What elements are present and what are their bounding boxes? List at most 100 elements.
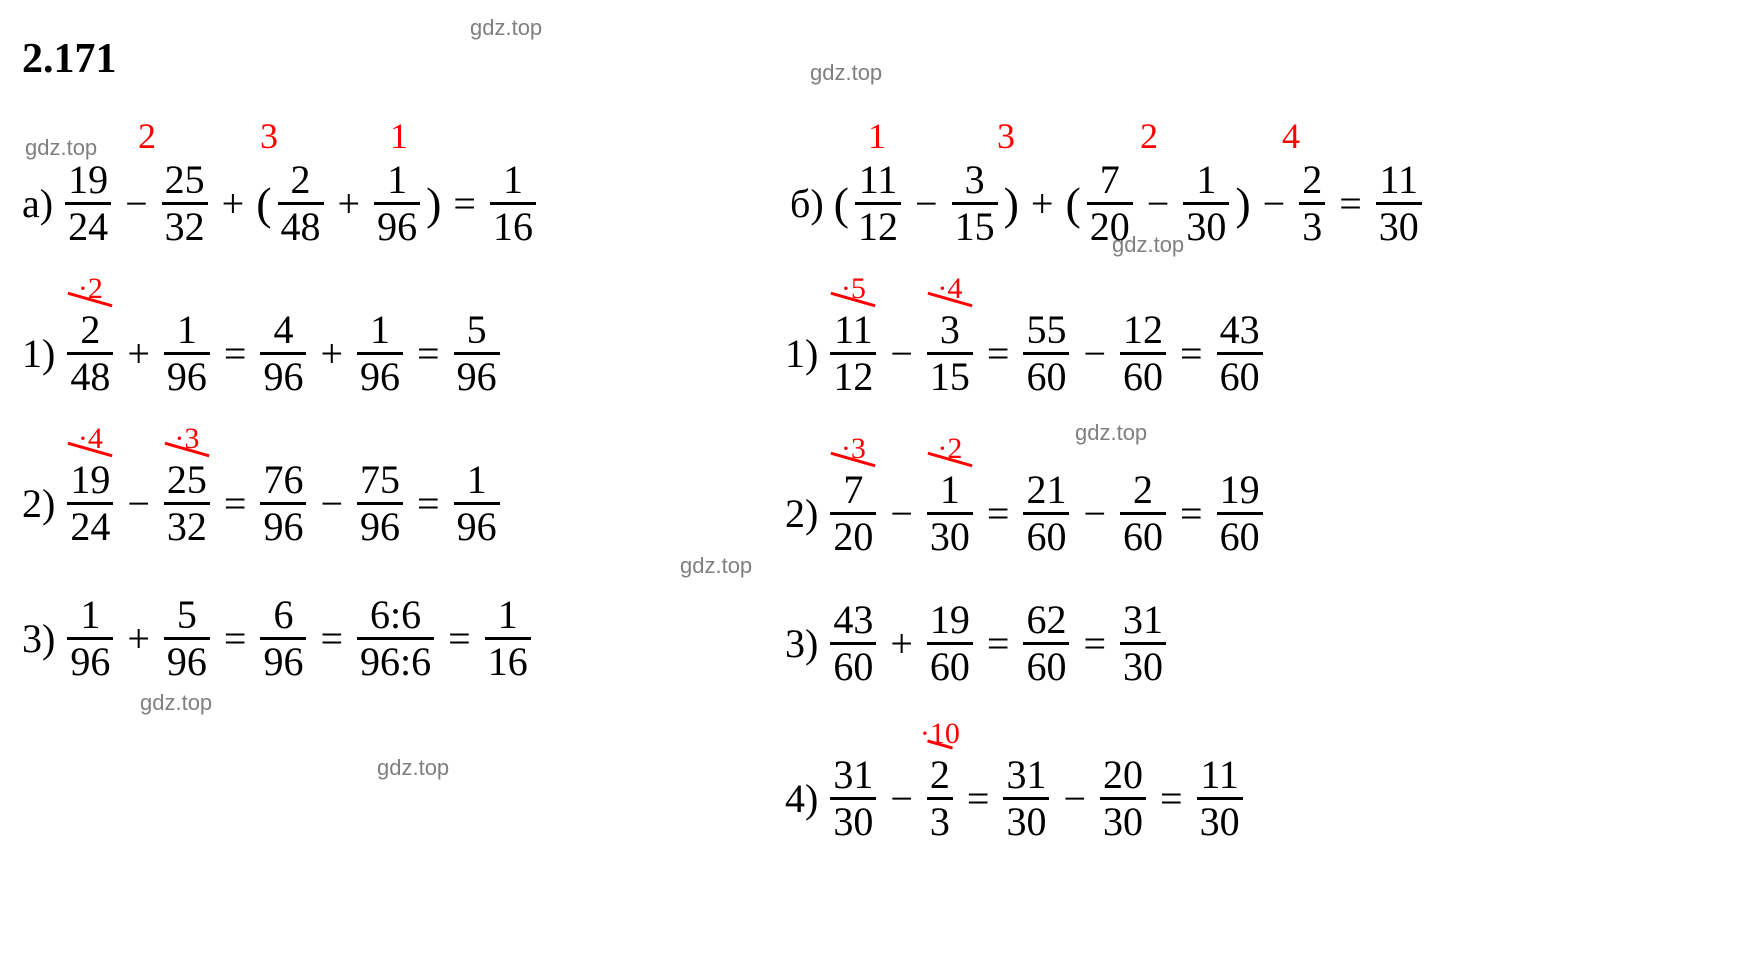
denominator: 96 bbox=[260, 637, 306, 682]
numerator: 1 bbox=[464, 460, 490, 502]
fraction: 720·3 bbox=[830, 470, 876, 557]
denominator: 30 bbox=[927, 512, 973, 557]
equation-row: 3)196+596=696=6:696:6=116 bbox=[22, 595, 535, 682]
operator: = bbox=[1083, 620, 1106, 667]
fraction: 2160 bbox=[1023, 470, 1069, 557]
red-order-number: 1 bbox=[390, 115, 408, 157]
numerator: 2 bbox=[288, 160, 314, 202]
denominator: 96 bbox=[357, 502, 403, 547]
numerator: 1 bbox=[937, 470, 963, 512]
numerator: 43 bbox=[830, 600, 876, 642]
operator: + bbox=[127, 615, 150, 662]
operator: + bbox=[338, 180, 361, 227]
operator: = bbox=[987, 620, 1010, 667]
numerator: 11 bbox=[856, 160, 901, 202]
fraction: 6:696:6 bbox=[357, 595, 434, 682]
denominator: 32 bbox=[162, 202, 208, 247]
operator: = bbox=[320, 615, 343, 662]
denominator: 16 bbox=[490, 202, 536, 247]
numerator: 1 bbox=[77, 595, 103, 637]
red-order-number: 1 bbox=[868, 115, 886, 157]
fraction: 196 bbox=[164, 310, 210, 397]
fraction: 596 bbox=[454, 310, 500, 397]
fraction: 260 bbox=[1120, 470, 1166, 557]
denominator: 96 bbox=[374, 202, 420, 247]
fraction: 130·2 bbox=[927, 470, 973, 557]
fraction: 2532·3 bbox=[164, 460, 210, 547]
denominator: 20 bbox=[830, 512, 876, 557]
equation-row: 2)720·3−130·2=2160−260=1960 bbox=[785, 470, 1267, 557]
denominator: 96 bbox=[67, 637, 113, 682]
numerator: 1 bbox=[174, 310, 200, 352]
operator: = bbox=[1339, 180, 1362, 227]
parenthesis: ( bbox=[834, 177, 849, 230]
denominator: 96 bbox=[260, 502, 306, 547]
row-label: б) bbox=[790, 180, 824, 227]
numerator: 21 bbox=[1023, 470, 1069, 512]
fraction: 130 bbox=[1183, 160, 1229, 247]
numerator: 11 bbox=[831, 310, 876, 352]
denominator: 30 bbox=[1376, 202, 1422, 247]
denominator: 48 bbox=[278, 202, 324, 247]
red-order-number: 2 bbox=[1140, 115, 1158, 157]
fraction: 4360 bbox=[830, 600, 876, 687]
numerator: 31 bbox=[830, 755, 876, 797]
equation-row: б)(1112−315)+(720−130)−23=1130 bbox=[790, 160, 1426, 247]
parenthesis: ) bbox=[1004, 177, 1019, 230]
numerator: 19 bbox=[67, 460, 113, 502]
denominator: 60 bbox=[1120, 512, 1166, 557]
denominator: 15 bbox=[952, 202, 998, 247]
watermark-text: gdz.top bbox=[1075, 420, 1147, 446]
operator: + bbox=[1031, 180, 1054, 227]
denominator: 60 bbox=[1217, 352, 1263, 397]
fraction: 1960 bbox=[1217, 470, 1263, 557]
numerator: 1 bbox=[500, 160, 526, 202]
denominator: 32 bbox=[164, 502, 210, 547]
fraction: 315·4 bbox=[927, 310, 973, 397]
equation-row: 1)1112·5−315·4=5560−1260=4360 bbox=[785, 310, 1267, 397]
numerator: 25 bbox=[164, 460, 210, 502]
operator: − bbox=[1083, 490, 1106, 537]
parenthesis: ) bbox=[426, 177, 441, 230]
fraction: 3130 bbox=[830, 755, 876, 842]
denominator: 96:6 bbox=[357, 637, 434, 682]
fraction: 1130 bbox=[1197, 755, 1243, 842]
numerator: 2 bbox=[1130, 470, 1156, 512]
denominator: 48 bbox=[67, 352, 113, 397]
fraction: 6260 bbox=[1023, 600, 1069, 687]
denominator: 96 bbox=[454, 502, 500, 547]
fraction: 1260 bbox=[1120, 310, 1166, 397]
numerator: 19 bbox=[1217, 470, 1263, 512]
parenthesis: ) bbox=[1235, 177, 1250, 230]
row-label: 3) bbox=[785, 620, 818, 667]
watermark-text: gdz.top bbox=[140, 690, 212, 716]
operator: = bbox=[1160, 775, 1183, 822]
fraction: 1130 bbox=[1376, 160, 1422, 247]
numerator: 6 bbox=[270, 595, 296, 637]
watermark-text: gdz.top bbox=[810, 60, 882, 86]
operator: = bbox=[1180, 330, 1203, 377]
fraction: 596 bbox=[164, 595, 210, 682]
fraction: 1112·5 bbox=[830, 310, 876, 397]
numerator: 1 bbox=[495, 595, 521, 637]
row-label: 2) bbox=[785, 490, 818, 537]
operator: − bbox=[1063, 775, 1086, 822]
denominator: 24 bbox=[67, 502, 113, 547]
fraction: 315 bbox=[952, 160, 998, 247]
equation-row: 4)3130−23·10=3130−2030=1130 bbox=[785, 755, 1247, 842]
denominator: 30 bbox=[1100, 797, 1146, 842]
fraction: 4360 bbox=[1217, 310, 1263, 397]
fraction: 5560 bbox=[1023, 310, 1069, 397]
fraction: 196 bbox=[357, 310, 403, 397]
denominator: 60 bbox=[830, 642, 876, 687]
fraction: 1924 bbox=[65, 160, 111, 247]
watermark-text: gdz.top bbox=[680, 553, 752, 579]
denominator: 20 bbox=[1087, 202, 1133, 247]
problem-title: 2.171 bbox=[22, 35, 117, 83]
numerator: 2 bbox=[927, 755, 953, 797]
denominator: 12 bbox=[855, 202, 901, 247]
parenthesis: ( bbox=[256, 177, 271, 230]
operator: − bbox=[127, 480, 150, 527]
operator: + bbox=[222, 180, 245, 227]
numerator: 5 bbox=[174, 595, 200, 637]
